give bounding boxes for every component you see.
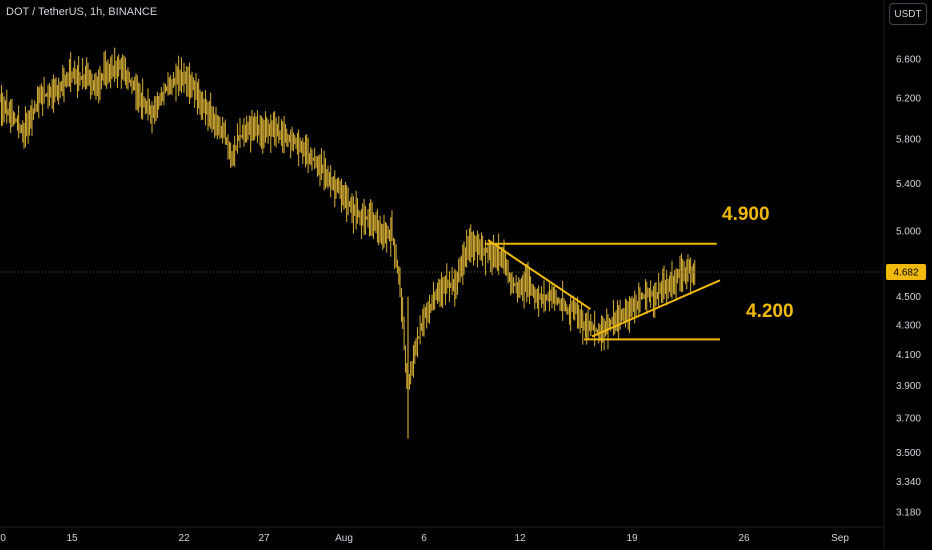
price-tick-label: 5.400 [896,179,921,190]
current-price-badge [886,264,926,280]
price-tick-label: 5.800 [896,135,921,146]
time-tick-label: :30 [0,533,6,544]
time-tick-label: 12 [514,533,526,544]
price-tick-label: 5.000 [896,227,921,238]
price-tick-label: 3.500 [896,448,921,459]
time-tick-label: 6 [421,533,427,544]
trend-line[interactable] [591,279,721,338]
price-tick-label: 3.340 [896,477,921,488]
currency-button[interactable]: USDT [889,3,927,25]
time-tick-label: 26 [738,533,750,544]
price-tick-label: 3.900 [896,381,921,392]
drawing-layer [0,239,884,341]
price-tick-label: 6.200 [896,93,921,104]
time-tick-label: Aug [335,533,353,544]
lower-level-annotation[interactable]: 4.200 [746,301,794,322]
price-tick-label: 6.600 [896,55,921,66]
price-tick-label: 4.300 [896,320,921,331]
time-tick-label: 19 [626,533,638,544]
price-tick-label: 3.180 [896,507,921,518]
price-axis: 6.600 6.200 5.800 5.400 5.000 4.500 4.300 4.100… [886,55,926,518]
current-price-label: 4.682 [893,268,918,279]
time-tick-label: 15 [66,533,78,544]
upper-level-annotation[interactable]: 4.900 [722,204,770,225]
symbol-label[interactable]: DOT / TetherUS, 1h, BINANCE [6,6,158,18]
time-tick-label: Sep [831,533,849,544]
time-tick-label: 27 [258,533,270,544]
time-axis: :30 15 22 27 Aug 6 12 19 26 Sep [0,533,849,544]
price-tick-label: 4.100 [896,350,921,361]
price-tick-label: 4.500 [896,292,921,303]
price-tick-label: 3.700 [896,414,921,425]
trend-line[interactable] [487,239,591,310]
price-series [0,47,696,439]
time-tick-label: 22 [178,533,190,544]
